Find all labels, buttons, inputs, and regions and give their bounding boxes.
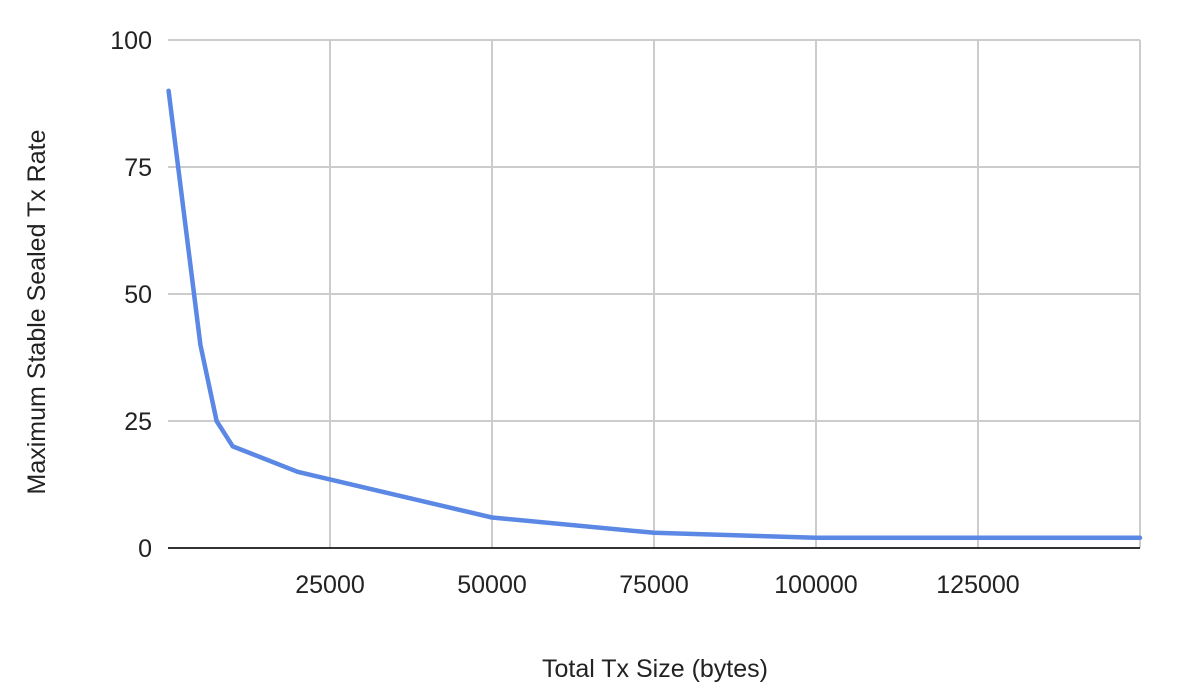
y-axis-title: Maximum Stable Sealed Tx Rate (23, 130, 51, 495)
gridlines (168, 39, 1141, 548)
y-tick-label: 0 (138, 535, 152, 563)
x-tick-label: 50000 (457, 571, 527, 599)
series-layer (166, 88, 1143, 541)
y-tick-label: 50 (124, 281, 152, 309)
x-tick-label: 75000 (619, 571, 689, 599)
x-tick-label: 100000 (774, 571, 857, 599)
tick-labels: 0 25 50 75 100 25000 50000 75000 100000 125000 (110, 27, 1019, 599)
y-tick-label: 25 (124, 408, 152, 436)
y-tick-label: 75 (124, 154, 152, 182)
x-axis-title: Total Tx Size (bytes) (542, 655, 768, 683)
x-tick-label: 25000 (295, 571, 365, 599)
y-tick-label: 100 (110, 27, 152, 55)
series-line (166, 88, 1143, 541)
x-tick-label: 125000 (936, 571, 1019, 599)
